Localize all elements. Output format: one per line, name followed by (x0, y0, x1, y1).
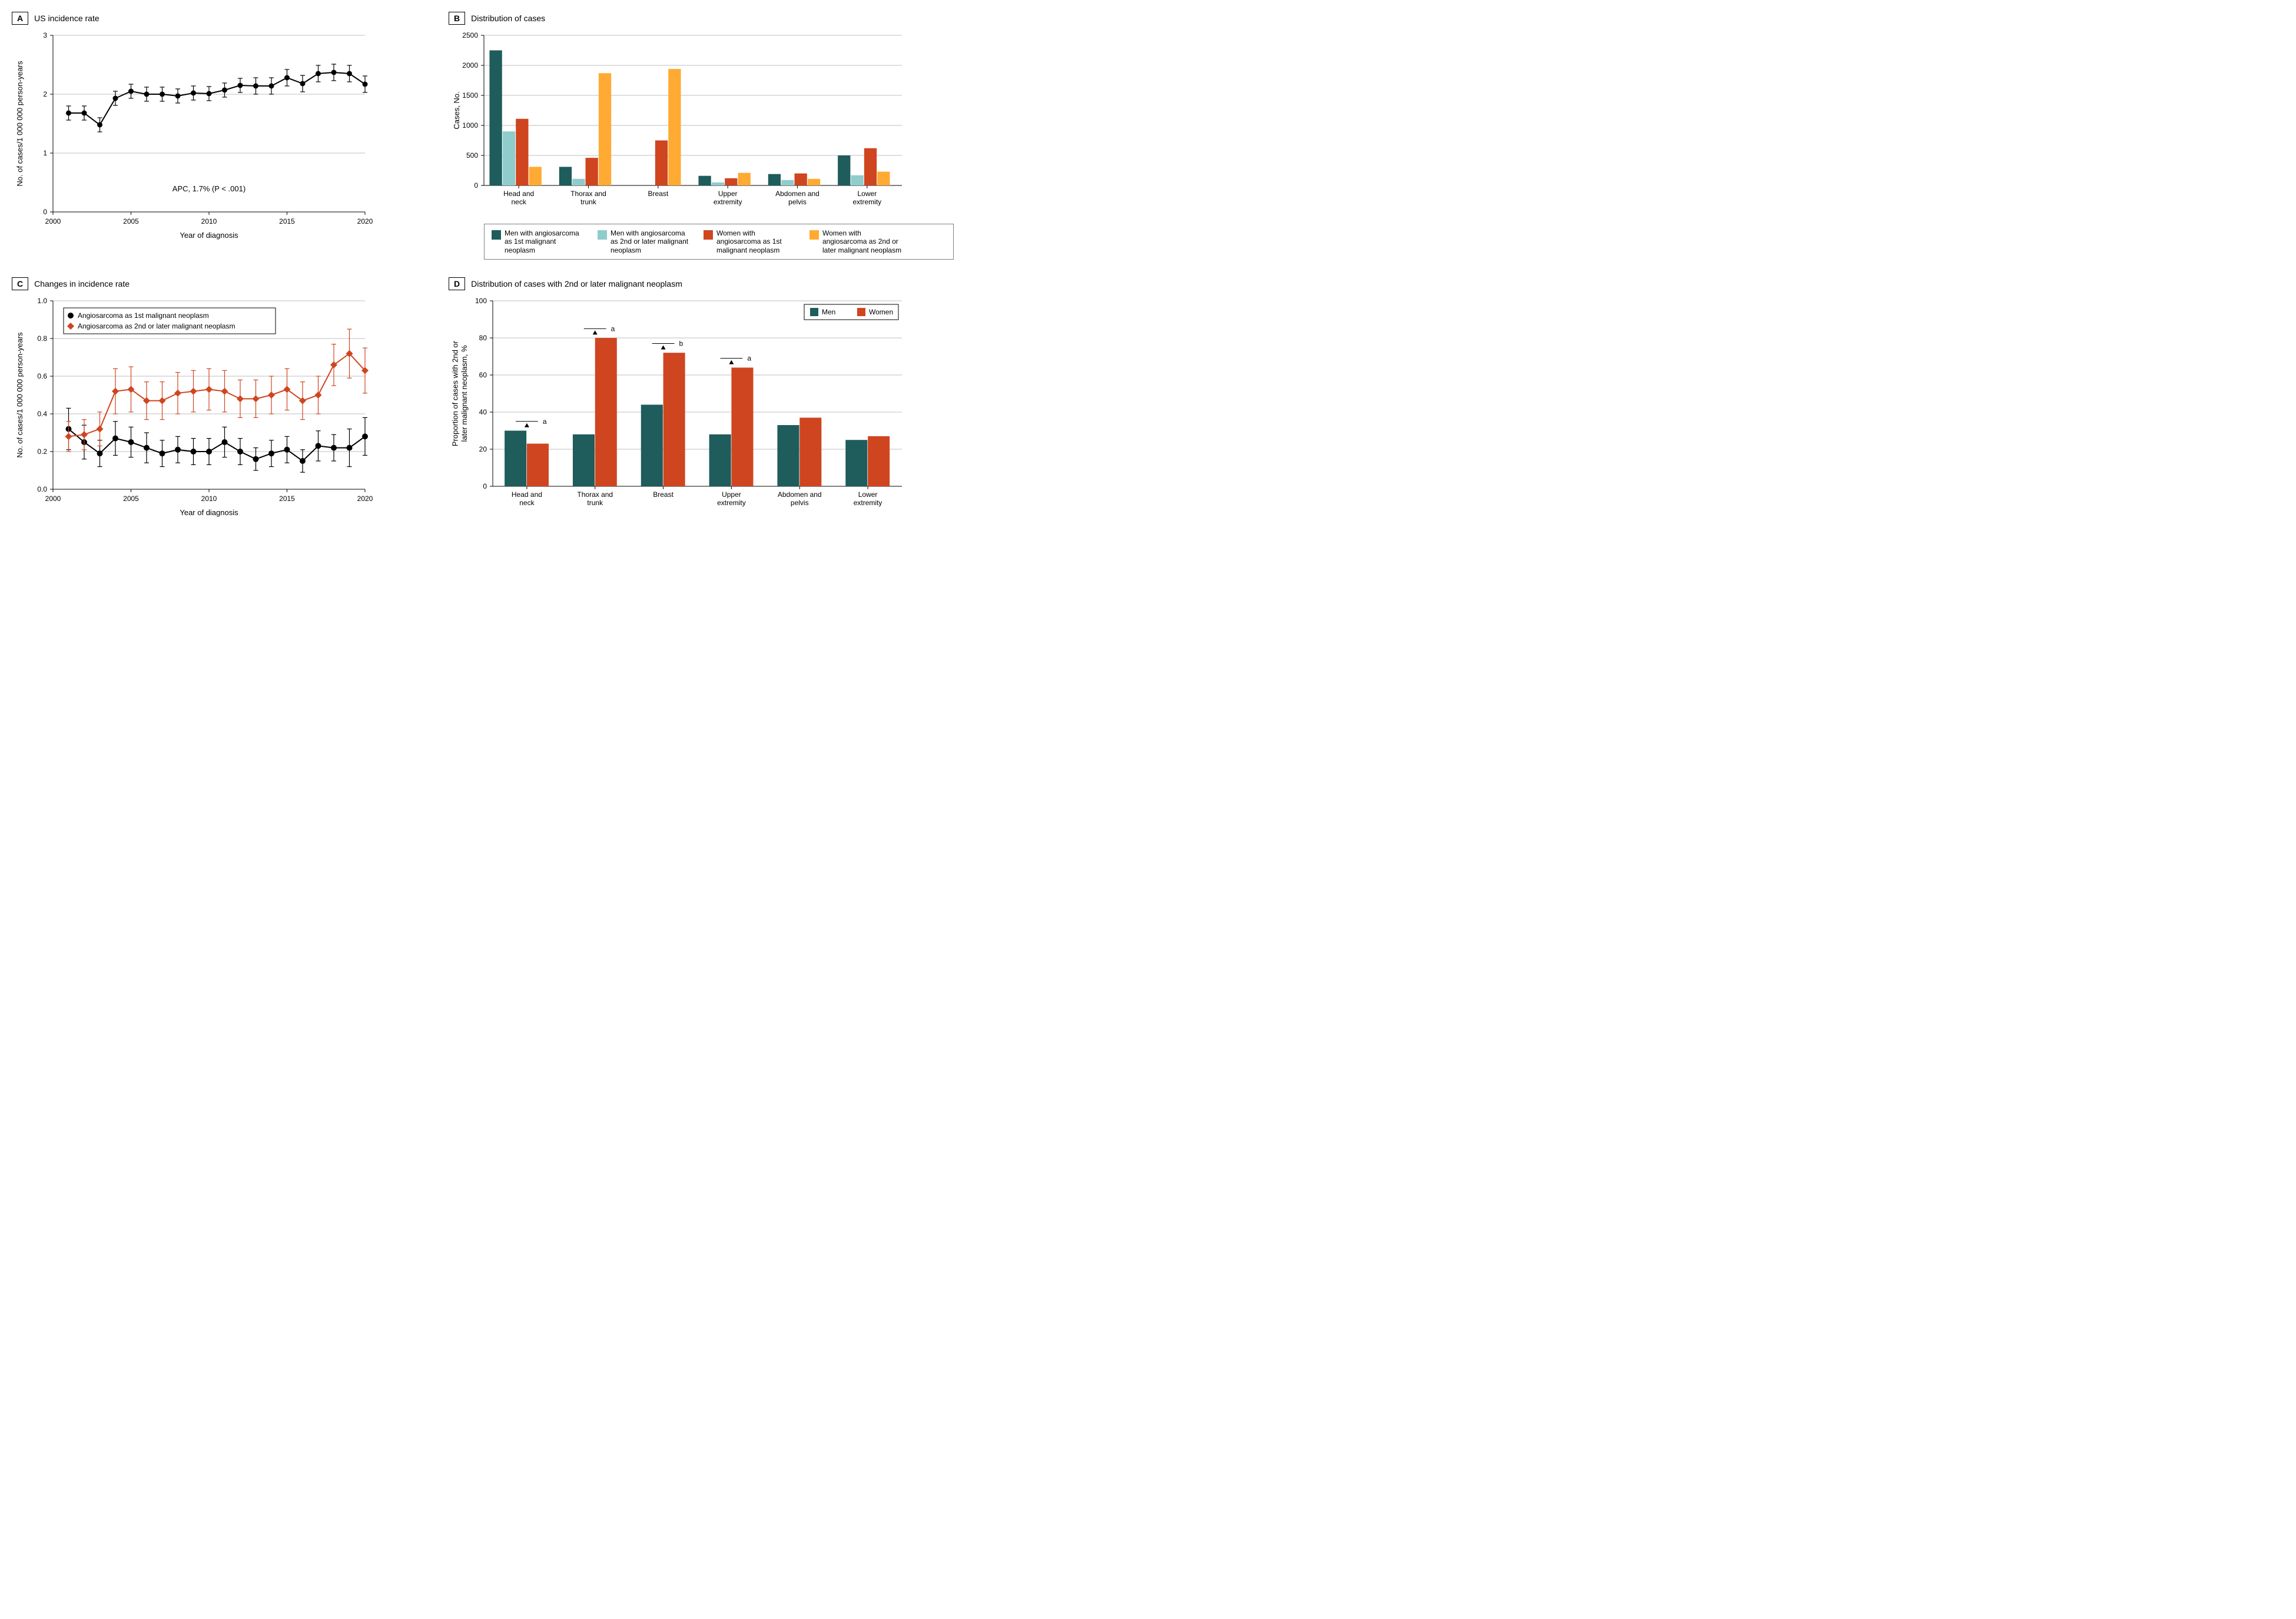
svg-text:3: 3 (43, 31, 47, 39)
svg-text:Angiosarcoma as 2nd or later m: Angiosarcoma as 2nd or later malignant n… (78, 322, 235, 330)
svg-text:No. of cases/1 000 000 person-: No. of cases/1 000 000 person-years (15, 61, 24, 187)
svg-text:2020: 2020 (357, 495, 373, 503)
svg-text:2015: 2015 (279, 217, 295, 225)
panel-c-header: C Changes in incidence rate (12, 277, 425, 290)
svg-text:0: 0 (43, 208, 47, 216)
legend-item: Women with angiosarcoma as 1st malignant… (704, 229, 798, 254)
svg-text:Women: Women (869, 308, 893, 316)
panel-d-header: D Distribution of cases with 2nd or late… (449, 277, 954, 290)
svg-text:40: 40 (479, 408, 487, 416)
panel-d-chart: 0 20 40 60 80 100 Proportion of cases with 2nd… (449, 295, 954, 519)
legend-item: Men with angiosarcoma as 1st malignant n… (492, 229, 586, 254)
svg-text:0: 0 (474, 181, 478, 190)
svg-text:Head and: Head and (503, 190, 534, 198)
svg-text:APC, 1.7% (P < .001): APC, 1.7% (P < .001) (172, 184, 245, 193)
svg-text:pelvis: pelvis (791, 499, 809, 507)
svg-text:0.8: 0.8 (37, 334, 47, 343)
panel-d: D Distribution of cases with 2nd or late… (449, 277, 954, 519)
svg-text:Year of diagnosis: Year of diagnosis (180, 231, 238, 240)
panel-b-legend: Men with angiosarcoma as 1st malignant n… (484, 224, 954, 260)
svg-text:Breast: Breast (648, 190, 668, 198)
legend-item: Men with angiosarcoma as 2nd or later ma… (598, 229, 692, 254)
svg-text:Head and: Head and (512, 490, 542, 499)
svg-text:0.2: 0.2 (37, 447, 47, 456)
panel-c-title: Changes in incidence rate (34, 279, 130, 288)
svg-text:a: a (543, 417, 547, 426)
svg-text:0.0: 0.0 (37, 485, 47, 493)
svg-text:neck: neck (519, 499, 535, 507)
panel-b-header: B Distribution of cases (449, 12, 954, 25)
svg-text:0.6: 0.6 (37, 372, 47, 380)
legend-item: Women with angiosarcoma as 2nd or later … (809, 229, 904, 254)
panel-b-letter: B (449, 12, 465, 25)
svg-text:b: b (679, 340, 683, 348)
svg-text:neck: neck (511, 198, 526, 206)
svg-text:extremity: extremity (852, 198, 881, 206)
svg-text:Upper: Upper (722, 490, 741, 499)
svg-text:extremity: extremity (714, 198, 742, 206)
svg-text:80: 80 (479, 334, 487, 342)
svg-text:Upper: Upper (718, 190, 738, 198)
svg-text:a: a (611, 324, 615, 333)
svg-text:trunk: trunk (587, 499, 603, 507)
svg-text:Men: Men (822, 308, 835, 316)
svg-text:1000: 1000 (462, 121, 478, 130)
svg-text:2500: 2500 (462, 31, 478, 39)
svg-text:0.4: 0.4 (37, 410, 47, 418)
svg-text:500: 500 (466, 151, 478, 160)
svg-text:60: 60 (479, 371, 487, 379)
svg-text:0: 0 (483, 482, 487, 490)
svg-text:2000: 2000 (462, 61, 478, 69)
svg-text:2: 2 (43, 90, 47, 98)
svg-text:Thorax and: Thorax and (577, 490, 613, 499)
svg-text:trunk: trunk (580, 198, 597, 206)
panel-c: C Changes in incidence rate 0.0 0.2 0.4 0.6… (12, 277, 425, 519)
panel-c-chart: 0.0 0.2 0.4 0.6 0.8 1.0 2000 2005 2010 2015 2020 Ye… (12, 295, 425, 519)
svg-text:2010: 2010 (201, 217, 217, 225)
panel-a-chart: 0 1 2 3 2000 2005 2010 2015 2020 Year of diagnosi… (12, 29, 425, 241)
figure-grid: A US incidence rate 01232000200520102015… (12, 12, 930, 519)
svg-text:Year of diagnosis: Year of diagnosis (180, 508, 238, 517)
svg-text:a: a (747, 354, 751, 363)
svg-text:Abdomen and: Abdomen and (778, 490, 822, 499)
panel-b-chart: 0 500 1000 1500 2000 2500 Cases, No. Head andne… (449, 29, 954, 218)
svg-text:Lower: Lower (858, 490, 878, 499)
svg-text:Abdomen and: Abdomen and (775, 190, 819, 198)
svg-text:Lower: Lower (857, 190, 877, 198)
svg-text:2000: 2000 (45, 217, 61, 225)
svg-text:2005: 2005 (123, 217, 139, 225)
svg-text:Cases, No.: Cases, No. (452, 91, 461, 129)
svg-text:20: 20 (479, 445, 487, 453)
svg-text:2010: 2010 (201, 495, 217, 503)
svg-text:1500: 1500 (462, 91, 478, 99)
panel-a-header: A US incidence rate (12, 12, 425, 25)
svg-text:2015: 2015 (279, 495, 295, 503)
panel-a-letter: A (12, 12, 28, 25)
svg-text:2005: 2005 (123, 495, 139, 503)
panel-b: B Distribution of cases 0 500 1000 1500 2000… (449, 12, 954, 260)
panel-d-title: Distribution of cases with 2nd or later … (471, 279, 682, 288)
panel-a: A US incidence rate 0 1 2 3 2000 2005 2010 2015… (12, 12, 425, 260)
svg-text:100: 100 (475, 297, 487, 305)
panel-b-title: Distribution of cases (471, 14, 545, 23)
svg-text:Angiosarcoma as 1st malignant: Angiosarcoma as 1st malignant neoplasm (78, 311, 209, 320)
svg-text:1: 1 (43, 149, 47, 157)
svg-text:extremity: extremity (854, 499, 882, 507)
svg-text:1.0: 1.0 (37, 297, 47, 305)
panel-d-letter: D (449, 277, 465, 290)
svg-text:2000: 2000 (45, 495, 61, 503)
svg-text:Thorax and: Thorax and (570, 190, 606, 198)
svg-text:No. of cases/1 000 000 person-: No. of cases/1 000 000 person-years (15, 332, 24, 458)
svg-text:pelvis: pelvis (788, 198, 807, 206)
svg-text:2020: 2020 (357, 217, 373, 225)
panel-a-title: US incidence rate (34, 14, 99, 23)
svg-text:Breast: Breast (653, 490, 673, 499)
svg-text:Proportion of cases with 2nd o: Proportion of cases with 2nd orlater mal… (451, 340, 469, 446)
panel-c-letter: C (12, 277, 28, 290)
svg-text:extremity: extremity (717, 499, 746, 507)
